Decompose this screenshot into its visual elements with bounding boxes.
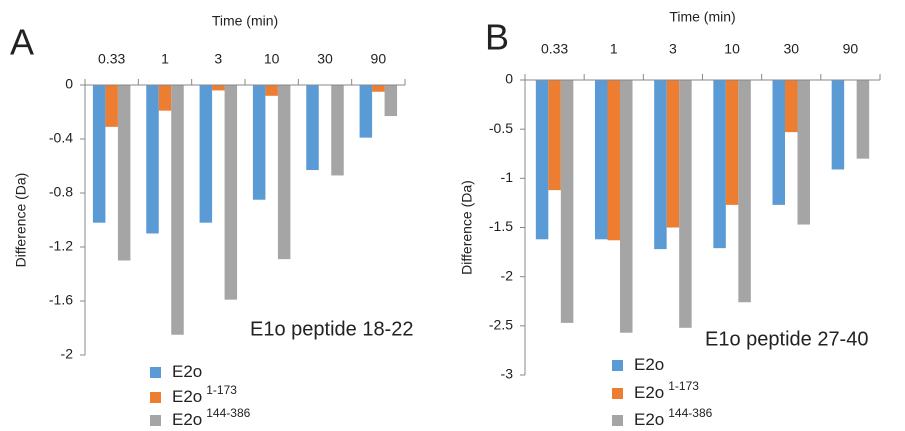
- bar: [797, 80, 810, 225]
- y-axis-title: Difference (Da): [13, 173, 29, 268]
- bar: [713, 80, 726, 249]
- bar: [607, 80, 620, 241]
- x-tick-label: 90: [371, 51, 387, 67]
- x-axis-title: Time (min): [669, 9, 735, 25]
- bar: [372, 85, 385, 92]
- bar: [158, 85, 172, 111]
- bar: [331, 85, 344, 176]
- bar: [359, 85, 373, 138]
- y-tick-label: -1: [501, 169, 514, 185]
- x-tick-label: 10: [724, 41, 740, 57]
- x-tick-label: 90: [843, 41, 859, 57]
- bar: [306, 85, 319, 171]
- annotation: E1o peptide 27-40: [705, 328, 868, 350]
- chart-panel: E2o E2o 1-173 E2o 144-386 0 -0.5 -1 -1.5 -2 -2.5 -3…: [459, 9, 881, 429]
- legend-name: E2o: [634, 383, 664, 402]
- y-tick-label: -2: [501, 267, 514, 283]
- bar: [277, 85, 291, 260]
- bar: [595, 80, 608, 240]
- x-axis-title: Time (min): [212, 13, 278, 29]
- legend-superscript: 1-173: [668, 379, 699, 393]
- legend-superscript: 1-173: [206, 383, 237, 397]
- legend-label: E2o 1-173: [634, 379, 699, 402]
- legend-swatch: [150, 367, 161, 378]
- y-tick-label: -2: [61, 346, 74, 362]
- y-tick-label: 0: [65, 76, 73, 92]
- bar: [560, 80, 574, 323]
- legend-label: E2o: [172, 362, 202, 381]
- bar: [620, 80, 633, 333]
- x-tick-label: 0.33: [541, 41, 568, 57]
- x-tick-label: 0.33: [98, 51, 125, 67]
- legend-name: E2o: [172, 362, 202, 381]
- legend-swatch: [612, 360, 623, 371]
- bar: [785, 80, 798, 133]
- bar: [772, 80, 785, 205]
- bar: [199, 85, 213, 223]
- y-tick-label: -0.5: [489, 120, 513, 136]
- legend-name: E2o: [634, 355, 664, 374]
- y-tick-label: -0.8: [49, 184, 73, 200]
- x-tick-label: 3: [669, 41, 677, 57]
- annotation: E1o peptide 18-22: [250, 318, 413, 340]
- x-tick-label: 30: [783, 41, 799, 57]
- y-tick-label: -1.2: [49, 238, 73, 254]
- legend-label: E2o: [634, 355, 664, 374]
- y-tick-label: -0.4: [49, 130, 73, 146]
- bar: [831, 80, 845, 170]
- legend-label: E2o 144-386: [172, 406, 251, 429]
- y-tick-label: -1.6: [49, 292, 73, 308]
- bar: [212, 85, 225, 91]
- bar: [384, 85, 398, 117]
- x-tick-label: 30: [317, 51, 333, 67]
- legend-label: E2o 144-386: [634, 406, 713, 429]
- legend-superscript: 144-386: [206, 406, 250, 420]
- panel-label: A: [10, 22, 34, 63]
- bar: [105, 85, 118, 127]
- bar: [92, 85, 106, 223]
- legend-swatch: [612, 415, 623, 426]
- x-tick-label: 1: [610, 41, 618, 57]
- bar: [146, 85, 159, 234]
- bar: [856, 80, 870, 159]
- x-tick-label: 10: [264, 51, 280, 67]
- bar: [666, 80, 680, 228]
- bar: [117, 85, 131, 261]
- bar: [725, 80, 739, 205]
- x-tick-label: 3: [214, 51, 222, 67]
- bar: [679, 80, 692, 328]
- y-tick-label: -3: [501, 366, 514, 382]
- bar: [738, 80, 751, 303]
- x-tick-label: 1: [161, 51, 169, 67]
- bar: [265, 85, 278, 96]
- bar: [535, 80, 549, 240]
- bar: [548, 80, 561, 191]
- legend-swatch: [612, 388, 623, 399]
- bar: [224, 85, 238, 300]
- legend-name: E2o: [172, 410, 202, 429]
- chart-panel: E2o E2o 1-173 E2o 144-386 0 -0.4 -0.8 -1.2 -1.6 -2…: [10, 13, 413, 430]
- legend-swatch: [150, 415, 161, 426]
- bar: [171, 85, 184, 335]
- y-tick-label: 0: [505, 71, 513, 87]
- panel-label: B: [485, 17, 509, 58]
- y-tick-label: -2.5: [489, 317, 513, 333]
- legend-label: E2o 1-173: [172, 383, 237, 406]
- legend-name: E2o: [634, 410, 664, 429]
- y-tick-label: -1.5: [489, 218, 513, 234]
- legend-name: E2o: [172, 387, 202, 406]
- bar: [252, 85, 266, 200]
- legend-superscript: 144-386: [668, 406, 712, 420]
- bar: [654, 80, 667, 250]
- legend-swatch: [150, 392, 161, 403]
- y-axis-title: Difference (Da): [459, 180, 475, 275]
